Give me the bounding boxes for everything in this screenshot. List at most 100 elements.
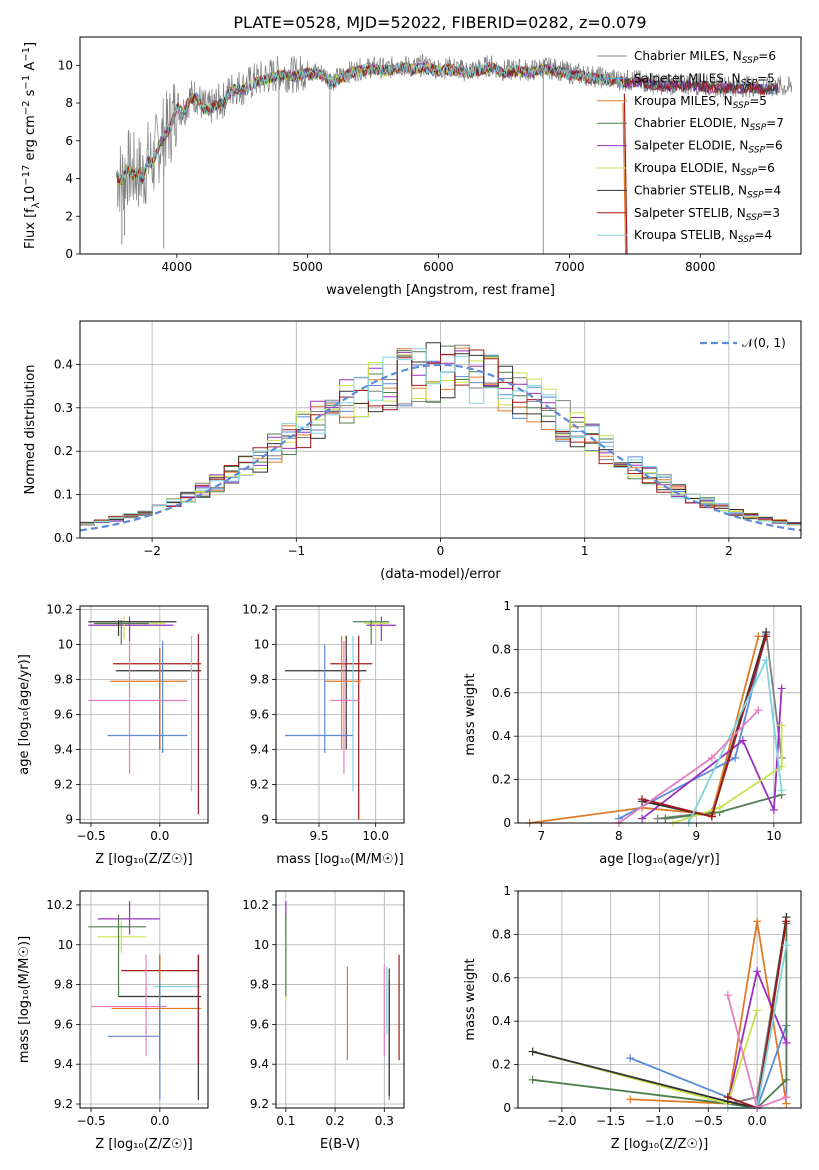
y-axis-label: Normed distribution — [23, 365, 38, 495]
x-tick-label: 1 — [581, 544, 589, 558]
legend-entry: 𝒩(0, 1) — [742, 336, 786, 350]
y-tick-label: 10.2 — [46, 898, 73, 912]
y-tick-label: 9.8 — [250, 978, 269, 992]
y-tick-label: 9.4 — [250, 743, 269, 757]
x-tick-label: 0.2 — [326, 1114, 345, 1128]
weight-marker — [777, 684, 786, 693]
y-tick-label: 0.2 — [54, 444, 73, 458]
y-tick-label: 0.2 — [492, 1058, 511, 1072]
axes-residuals: −2 −1 0 1 2 0.0 0.1 0.2 0.3 0.4 (data-model)/error… — [23, 320, 802, 582]
y-tick-label: 0 — [65, 247, 73, 261]
y-axis-label-part: λ — [31, 202, 42, 208]
y-axis-label-part: −1 — [21, 47, 32, 62]
weight-marker — [753, 1006, 762, 1015]
model-spectrum-line — [116, 60, 625, 185]
y-axis-label: age [log₁₀(age/yr)] — [17, 654, 32, 775]
legend-text: =5 — [749, 94, 767, 108]
weight-marker — [769, 805, 778, 814]
x-tick-label: 9 — [693, 829, 701, 843]
weight-marker — [723, 1093, 732, 1102]
y-tick-label: 10 — [58, 58, 73, 72]
weight-marker — [782, 1093, 791, 1102]
y-tick-label: 9 — [65, 813, 73, 827]
axes-frame — [79, 605, 209, 824]
y-tick-label: 6 — [65, 134, 73, 148]
legend-text: =3 — [762, 206, 780, 220]
x-tick-label: 8000 — [685, 260, 716, 274]
y-tick-label: 0.0 — [54, 531, 73, 545]
weight-marker — [528, 1047, 537, 1056]
y-tick-label: 0.4 — [492, 1014, 511, 1028]
legend-entry: Salpeter ELODIE, NSSP=6 — [634, 139, 783, 156]
legend-entry: Kroupa MILES, NSSP=5 — [634, 94, 767, 111]
weight-marker — [753, 967, 762, 976]
y-axis-label-part: erg cm — [23, 115, 38, 164]
axes-frame — [517, 605, 802, 824]
legend-sub: SSP — [741, 168, 758, 178]
x-tick-label: −0.5 — [694, 1114, 723, 1128]
weight-marker — [715, 803, 724, 812]
weight-marker — [762, 656, 771, 665]
histogram-step — [80, 348, 801, 526]
y-axis-label-part: A — [23, 62, 38, 75]
errorbars — [285, 900, 400, 1101]
axes-frame — [275, 605, 405, 824]
x-tick-label: −2 — [143, 544, 161, 558]
y-axis-label-part: ] — [23, 42, 38, 47]
legend-text: =6 — [757, 161, 775, 175]
x-tick-label: 0.3 — [375, 1114, 394, 1128]
legend-entry: Chabrier STELIB, NSSP=4 — [634, 183, 781, 200]
legend-entry: Salpeter MILES, NSSP=5 — [634, 71, 775, 88]
weight-marker — [782, 941, 791, 950]
legend-entry: Kroupa ELODIE, NSSP=6 — [634, 161, 775, 178]
x-tick-label: −0.5 — [76, 829, 105, 843]
x-axis-label: Z [log₁₀(Z/Z☉)] — [95, 852, 192, 867]
model-spectrum-line — [116, 62, 625, 187]
figure-title: PLATE=0528, MJD=52022, FIBERID=0282, z=0… — [233, 13, 646, 32]
y-tick-label: 4 — [65, 172, 73, 186]
weight-marker — [754, 706, 763, 715]
y-tick-label: 9.4 — [54, 743, 73, 757]
y-tick-label: 2 — [65, 209, 73, 223]
weight-marker — [723, 991, 732, 1000]
x-axis-label: Z [log₁₀(Z/Z☉)] — [611, 1137, 708, 1152]
y-axis-label-part: −2 — [21, 100, 32, 115]
legend-sub: SSP — [750, 123, 767, 133]
y-axis-label-part: Flux [f — [23, 208, 38, 249]
errorbars — [285, 616, 397, 820]
y-axis-label-part: −17 — [21, 165, 32, 186]
y-tick-label: 9.6 — [54, 1017, 73, 1031]
weight-marker — [762, 632, 771, 641]
axes-frame — [79, 890, 209, 1109]
x-tick-label: −0.5 — [76, 1114, 105, 1128]
y-tick-label: 0.1 — [54, 488, 73, 502]
y-axis-label-part: 10 — [23, 186, 38, 203]
legend-sub: SSP — [733, 101, 750, 111]
y-tick-label: 0.6 — [492, 686, 511, 700]
x-tick-label: 0.0 — [748, 1114, 767, 1128]
weight-marker — [638, 814, 647, 823]
legend-entry: Chabrier ELODIE, NSSP=7 — [634, 116, 784, 133]
weight-marker — [782, 1075, 791, 1084]
x-axis-label: E(B-V) — [320, 1137, 360, 1152]
y-tick-label: 9.6 — [54, 708, 73, 722]
legend-text: =4 — [754, 228, 772, 242]
y-tick-label: 0.8 — [492, 642, 511, 656]
y-tick-label: 0.4 — [54, 357, 73, 371]
y-axis-label-part: −1 — [21, 75, 32, 90]
axes-mass-vs-Z: −0.5 0.0 9.2 9.4 9.6 9.8 10 10.2 Z [log₁₀(Z/Z☉)]… — [17, 890, 209, 1152]
x-tick-label: 8 — [615, 829, 623, 843]
y-tick-label: 1 — [503, 599, 511, 613]
weight-line — [529, 636, 760, 824]
weight-marker — [638, 795, 647, 804]
legend-text: Kroupa STELIB, N — [634, 228, 738, 242]
legend-text: Salpeter STELIB, N — [634, 206, 746, 220]
y-tick-label: 10.2 — [242, 603, 269, 617]
axes-mass-vs-EBV: 0.1 0.2 0.3 9.2 9.4 9.6 9.8 10 10.2 E(B-V) — [242, 890, 405, 1152]
legend-text: Chabrier MILES, N — [634, 49, 742, 63]
legend-text: Kroupa MILES, N — [634, 94, 733, 108]
y-tick-label: 10.2 — [242, 898, 269, 912]
weight-marker — [707, 812, 716, 821]
y-tick-label: 0.2 — [492, 773, 511, 787]
